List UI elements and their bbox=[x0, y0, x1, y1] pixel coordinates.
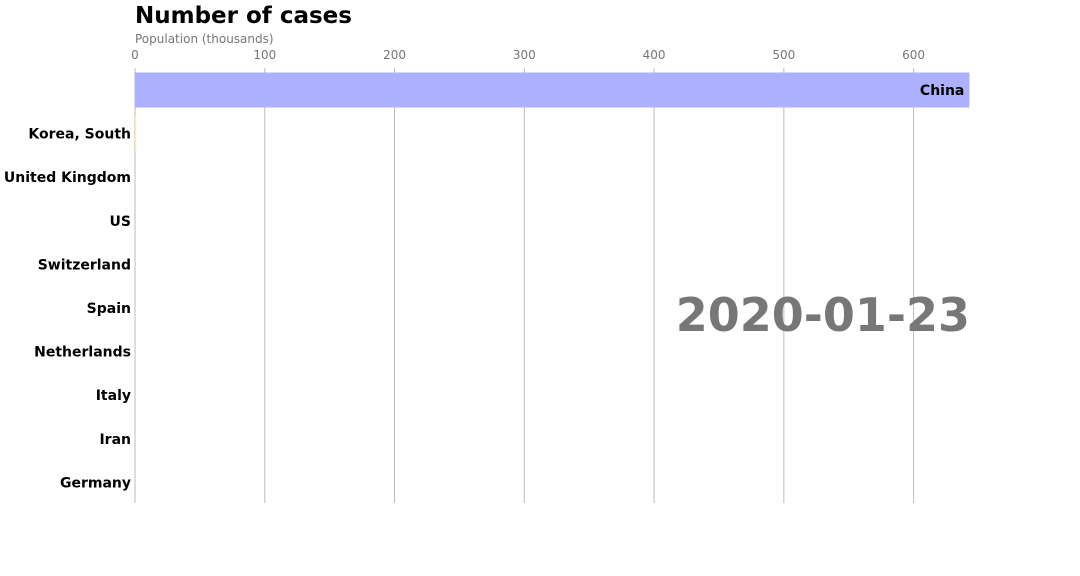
x-tick-label: 400 bbox=[643, 48, 666, 62]
x-tick-label: 300 bbox=[513, 48, 536, 62]
category-label: Germany bbox=[60, 475, 131, 491]
bar bbox=[135, 116, 137, 152]
bar bbox=[135, 72, 970, 108]
x-tick-label: 0 bbox=[131, 48, 139, 62]
x-tick-label: 500 bbox=[772, 48, 795, 62]
category-label: Netherlands bbox=[34, 345, 131, 361]
category-label: Iran bbox=[99, 432, 131, 448]
date-label: 2020-01-23 bbox=[676, 288, 970, 342]
category-label: Spain bbox=[87, 301, 131, 317]
x-axis-ticks: 0 100 200 300 400 500 600 bbox=[131, 48, 925, 62]
category-label: Switzerland bbox=[38, 257, 131, 273]
x-tick-label: 600 bbox=[902, 48, 925, 62]
bars bbox=[135, 72, 970, 152]
bar-label: China bbox=[920, 83, 964, 99]
grid-lines bbox=[134, 68, 915, 503]
x-tick-label: 200 bbox=[383, 48, 406, 62]
category-label: Korea, South bbox=[28, 127, 131, 143]
category-label: US bbox=[110, 214, 131, 230]
category-label: Italy bbox=[96, 388, 131, 404]
x-tick-label: 100 bbox=[253, 48, 276, 62]
category-labels: China Korea, South United Kingdom US Switzer… bbox=[4, 83, 964, 491]
chart-title: Number of cases bbox=[135, 3, 352, 29]
x-axis-label: Population (thousands) bbox=[135, 32, 274, 46]
category-label: United Kingdom bbox=[4, 170, 131, 186]
